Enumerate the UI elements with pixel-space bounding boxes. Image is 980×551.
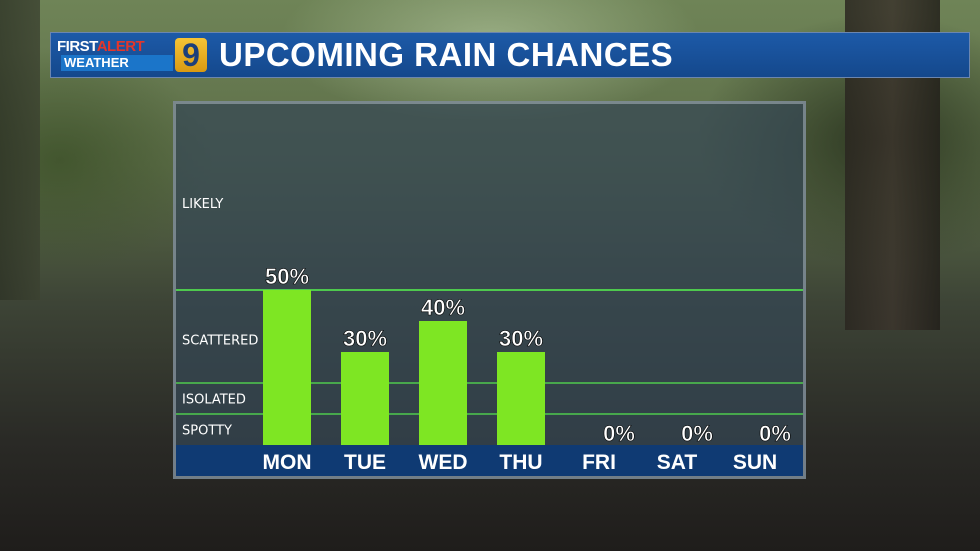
axis-band — [176, 445, 803, 476]
category-label: LIKELY — [182, 197, 223, 212]
data-label: 0% — [759, 421, 791, 446]
bar — [263, 290, 311, 445]
x-tick-label: WED — [419, 451, 468, 474]
data-label: 30% — [343, 326, 387, 351]
data-label: 0% — [681, 421, 713, 446]
category-label: ISOLATED — [182, 393, 246, 408]
tree-trunk-left — [0, 0, 40, 300]
logo-channel: 9 — [175, 38, 207, 72]
x-tick-label: SUN — [733, 451, 777, 474]
logo-alert: ALERT — [96, 38, 145, 55]
logo-first: FIRST — [57, 38, 97, 55]
page-title: UPCOMING RAIN CHANCES — [219, 36, 674, 73]
x-tick-label: THU — [499, 451, 542, 474]
data-label: 30% — [499, 326, 543, 351]
x-tick-label: MON — [263, 451, 312, 474]
x-tick-label: TUE — [344, 451, 386, 474]
bar — [341, 352, 389, 445]
data-label: 0% — [603, 421, 635, 446]
x-tick-label: FRI — [582, 451, 616, 474]
category-label: SPOTTY — [182, 424, 232, 439]
data-label: 40% — [421, 295, 465, 320]
x-tick-label: SAT — [657, 451, 698, 474]
category-label: SCATTERED — [182, 334, 258, 349]
data-label: 50% — [265, 264, 309, 289]
header-bar: FIRSTALERT WEATHER 9 UPCOMING RAIN CHANC… — [50, 32, 970, 78]
bar — [497, 352, 545, 445]
station-logo: FIRSTALERT WEATHER 9 — [57, 38, 207, 73]
logo-weather: WEATHER — [61, 55, 173, 71]
bar — [419, 321, 467, 445]
